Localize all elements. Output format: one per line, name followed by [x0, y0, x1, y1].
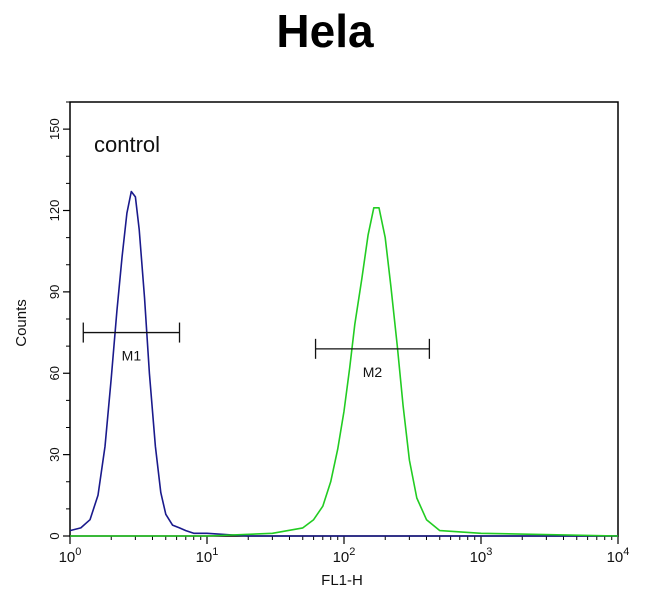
- y-tick-label: 60: [47, 366, 62, 380]
- marker-m1-label: M1: [122, 348, 142, 364]
- y-tick-label: 120: [47, 200, 62, 222]
- x-tick-label: 100: [59, 546, 82, 566]
- marker-m2-label: M2: [363, 364, 383, 380]
- y-tick-label: 0: [47, 532, 62, 539]
- y-tick-label: 30: [47, 447, 62, 461]
- x-axis-label: FL1-H: [321, 572, 363, 589]
- y-tick-label: 150: [47, 118, 62, 140]
- x-axis: 100 101 102 103 104: [59, 536, 630, 566]
- series-layer: [69, 190, 619, 537]
- marker-layer: M1 M2: [82, 322, 431, 380]
- x-tick-label: 104: [607, 546, 630, 566]
- plot-frame: [69, 101, 619, 537]
- y-axis-label: Counts: [13, 299, 30, 347]
- control-label: control: [94, 132, 160, 157]
- x-tick-label: 103: [470, 546, 493, 566]
- y-tick-label: 90: [47, 285, 62, 299]
- y-axis: 0 30 60 90 120 150: [47, 101, 70, 540]
- series-line-2: [70, 207, 619, 537]
- x-tick-label: 101: [196, 546, 219, 566]
- series-line-1: [69, 190, 618, 537]
- x-tick-label: 102: [333, 546, 356, 566]
- chart-title: Hela: [276, 5, 374, 57]
